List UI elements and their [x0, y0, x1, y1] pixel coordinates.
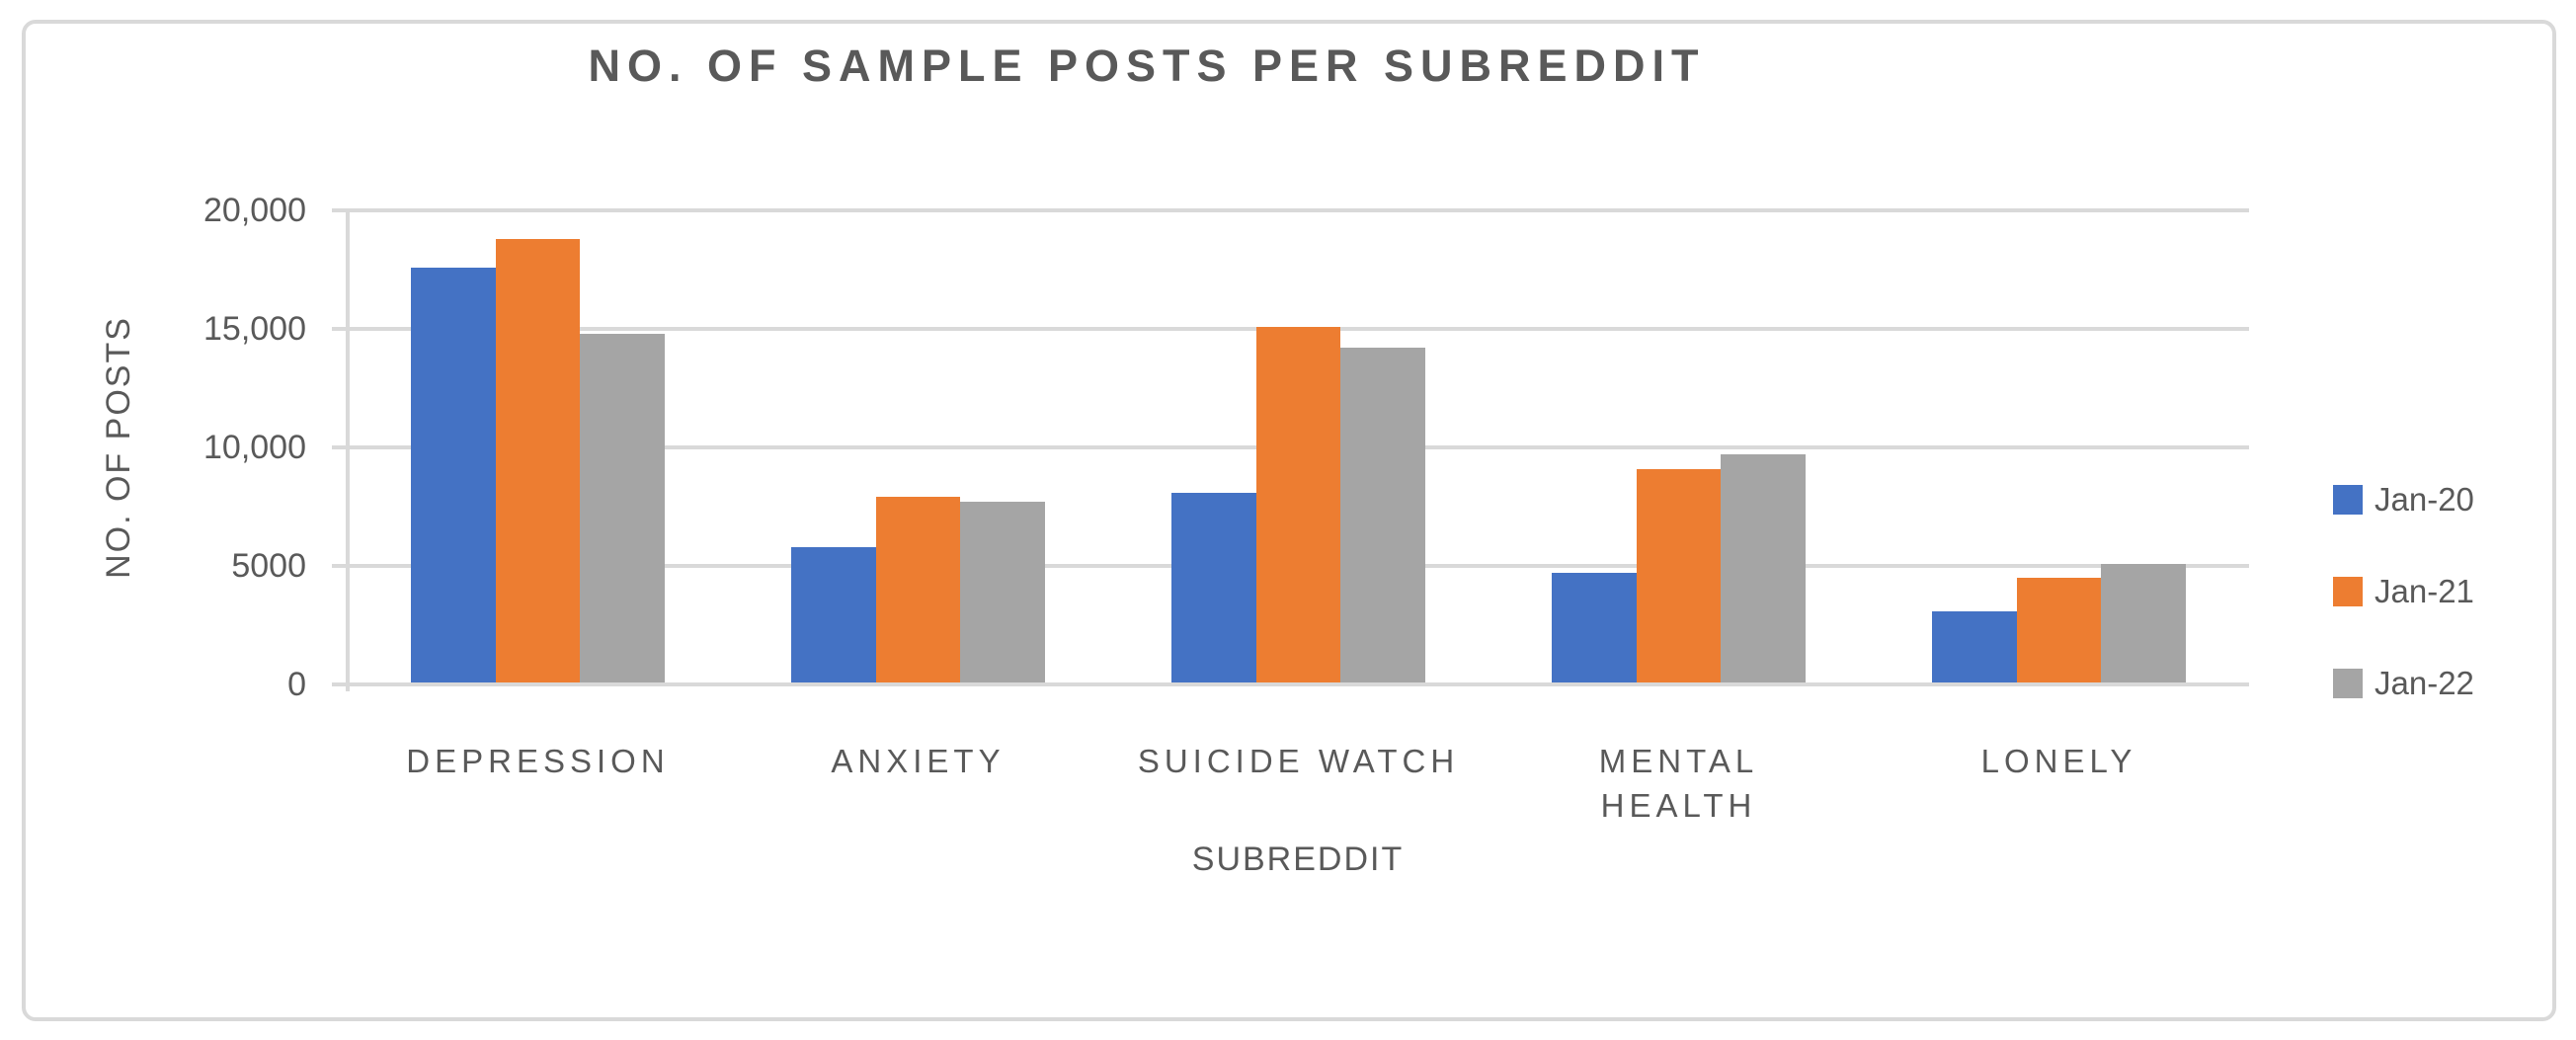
- chart-title[interactable]: NO. OF SAMPLE POSTS PER SUBREDDIT: [588, 40, 1706, 91]
- category-label-line: MENTAL: [1598, 743, 1759, 779]
- y-axis-tick: [332, 445, 348, 449]
- bar-jan-20-mental-health[interactable]: [1552, 573, 1637, 684]
- x-axis-title: SUBREDDIT: [1191, 840, 1405, 878]
- bar-jan-20-suicide-watch[interactable]: [1171, 492, 1256, 684]
- bar-jan-20-lonely[interactable]: [1932, 610, 2017, 684]
- category-label-lonely: LONELY: [1872, 739, 2247, 783]
- y-tick-label-10000: 10,000: [203, 429, 306, 466]
- legend-swatch-jan-21: [2333, 577, 2363, 606]
- x-axis-line: [348, 682, 2249, 686]
- category-label-line: HEALTH: [1600, 787, 1757, 824]
- legend-label: Jan-20: [2375, 481, 2474, 518]
- bar-jan-22-mental-health[interactable]: [1721, 454, 1806, 684]
- bar-jan-22-suicide-watch[interactable]: [1340, 348, 1425, 684]
- bar-jan-22-depression[interactable]: [580, 333, 665, 684]
- legend-swatch-jan-20: [2333, 485, 2363, 515]
- legend-item-jan-22[interactable]: Jan-22: [2333, 664, 2474, 703]
- bar-jan-20-anxiety[interactable]: [791, 546, 876, 684]
- bar-jan-20-depression[interactable]: [411, 267, 496, 684]
- y-tick-label-15000: 15,000: [203, 310, 306, 348]
- plot-area: [332, 208, 2249, 691]
- bar-jan-21-anxiety[interactable]: [875, 497, 961, 684]
- category-label-mental-health: MENTAL HEALTH: [1491, 739, 1867, 828]
- bar-jan-22-anxiety[interactable]: [960, 502, 1045, 684]
- y-axis-tick: [332, 208, 348, 212]
- bar-jan-22-lonely[interactable]: [2101, 563, 2186, 684]
- y-axis-tick: [332, 682, 348, 686]
- y-axis-tick: [332, 564, 348, 568]
- category-label-depression: DEPRESSION: [351, 739, 726, 783]
- y-tick-label-20000: 20,000: [203, 192, 306, 229]
- category-label-anxiety: ANXIETY: [731, 739, 1106, 783]
- legend-swatch-jan-22: [2333, 669, 2363, 698]
- category-label-line: LONELY: [1980, 743, 2137, 779]
- bar-jan-21-lonely[interactable]: [2016, 578, 2102, 684]
- category-label-suicide-watch: SUICIDE WATCH: [1111, 739, 1487, 783]
- y-tick-label-5000: 5000: [231, 547, 306, 585]
- category-label-line: DEPRESSION: [406, 743, 670, 779]
- legend-item-jan-20[interactable]: Jan-20: [2333, 480, 2474, 520]
- bar-jan-21-suicide-watch[interactable]: [1255, 326, 1341, 684]
- legend-item-jan-21[interactable]: Jan-21: [2333, 572, 2474, 611]
- bar-jan-21-depression[interactable]: [495, 238, 581, 684]
- legend-label: Jan-21: [2375, 573, 2474, 609]
- bar-jan-21-mental-health[interactable]: [1636, 468, 1722, 684]
- y-axis-title: NO. OF POSTS: [100, 316, 137, 579]
- y-tick-label-0: 0: [287, 666, 306, 703]
- gridline: [348, 208, 2249, 212]
- legend-label: Jan-22: [2375, 665, 2474, 701]
- y-axis-tick: [332, 327, 348, 331]
- y-axis-line: [346, 208, 350, 691]
- category-label-line: SUICIDE WATCH: [1137, 743, 1460, 779]
- category-label-line: ANXIETY: [831, 743, 1006, 779]
